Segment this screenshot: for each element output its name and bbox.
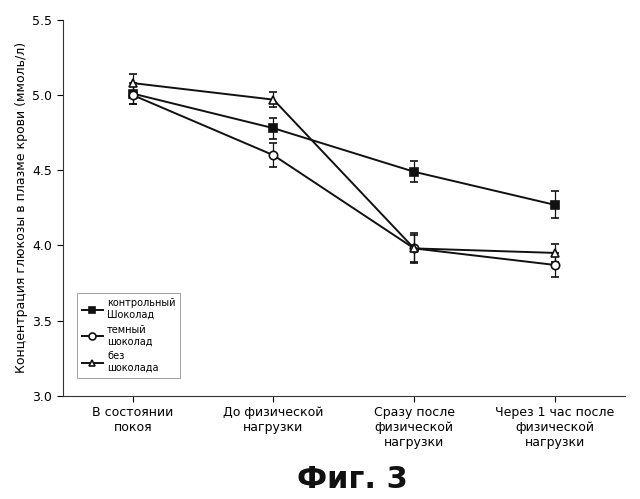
Y-axis label: Концентрация глюкозы в плазме крови (ммоль/л): Концентрация глюкозы в плазме крови (ммо… xyxy=(15,42,28,373)
Text: Фиг. 3: Фиг. 3 xyxy=(296,465,408,494)
Legend: контрольный
Шоколад, темный
шоколад, без
шоколада: контрольный Шоколад, темный шоколад, без… xyxy=(77,293,180,378)
